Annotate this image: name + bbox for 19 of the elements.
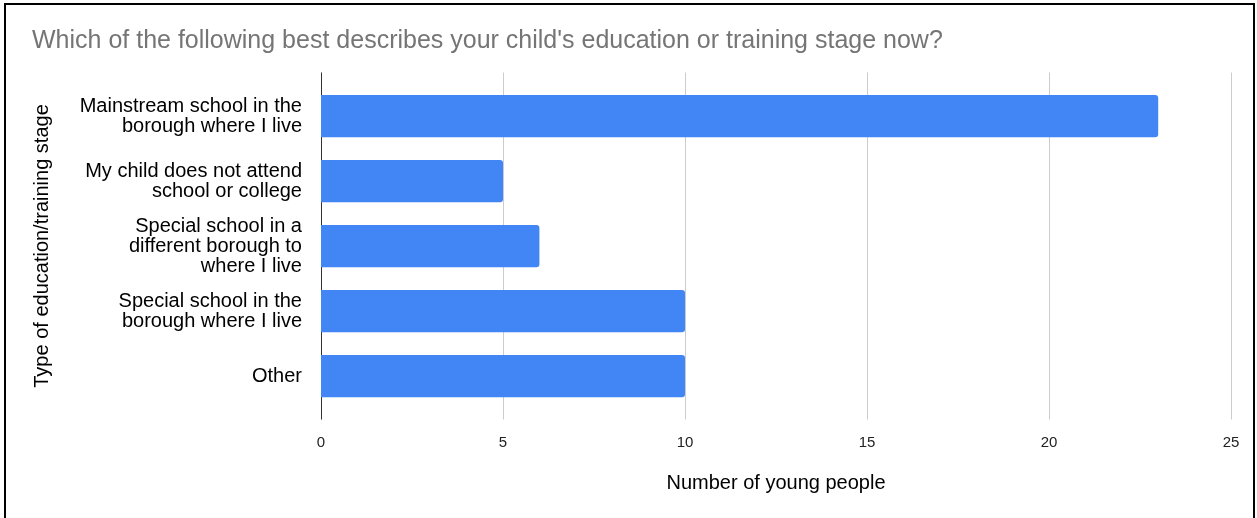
y-tick-label: My child does not attend school or college: [85, 158, 302, 201]
y-tick-label: Special school in the borough where I live: [118, 288, 302, 331]
y-tick-label: Special school in a different borough to where I live: [128, 213, 303, 276]
x-tick-label: 10: [676, 432, 694, 450]
x-tick-label: 15: [858, 432, 876, 450]
chart-title: Which of the following best describes your child's education or training stage now?: [32, 24, 943, 53]
bar: [321, 94, 1159, 138]
bar: [321, 289, 685, 333]
x-tick-label: 25: [1222, 432, 1240, 450]
y-tick-label: Mainstream school in the borough where I live: [79, 93, 302, 136]
y-tick-label: Other: [251, 363, 303, 386]
bar: [321, 159, 503, 203]
bar: [321, 354, 685, 398]
bar: [321, 224, 540, 268]
x-axis-title: Number of young people: [666, 470, 886, 493]
x-tick-label: 5: [498, 432, 508, 450]
x-tick-label: 0: [316, 432, 326, 450]
y-axis-title: Type of education/training stage: [29, 104, 52, 388]
x-tick-label: 20: [1040, 432, 1058, 450]
